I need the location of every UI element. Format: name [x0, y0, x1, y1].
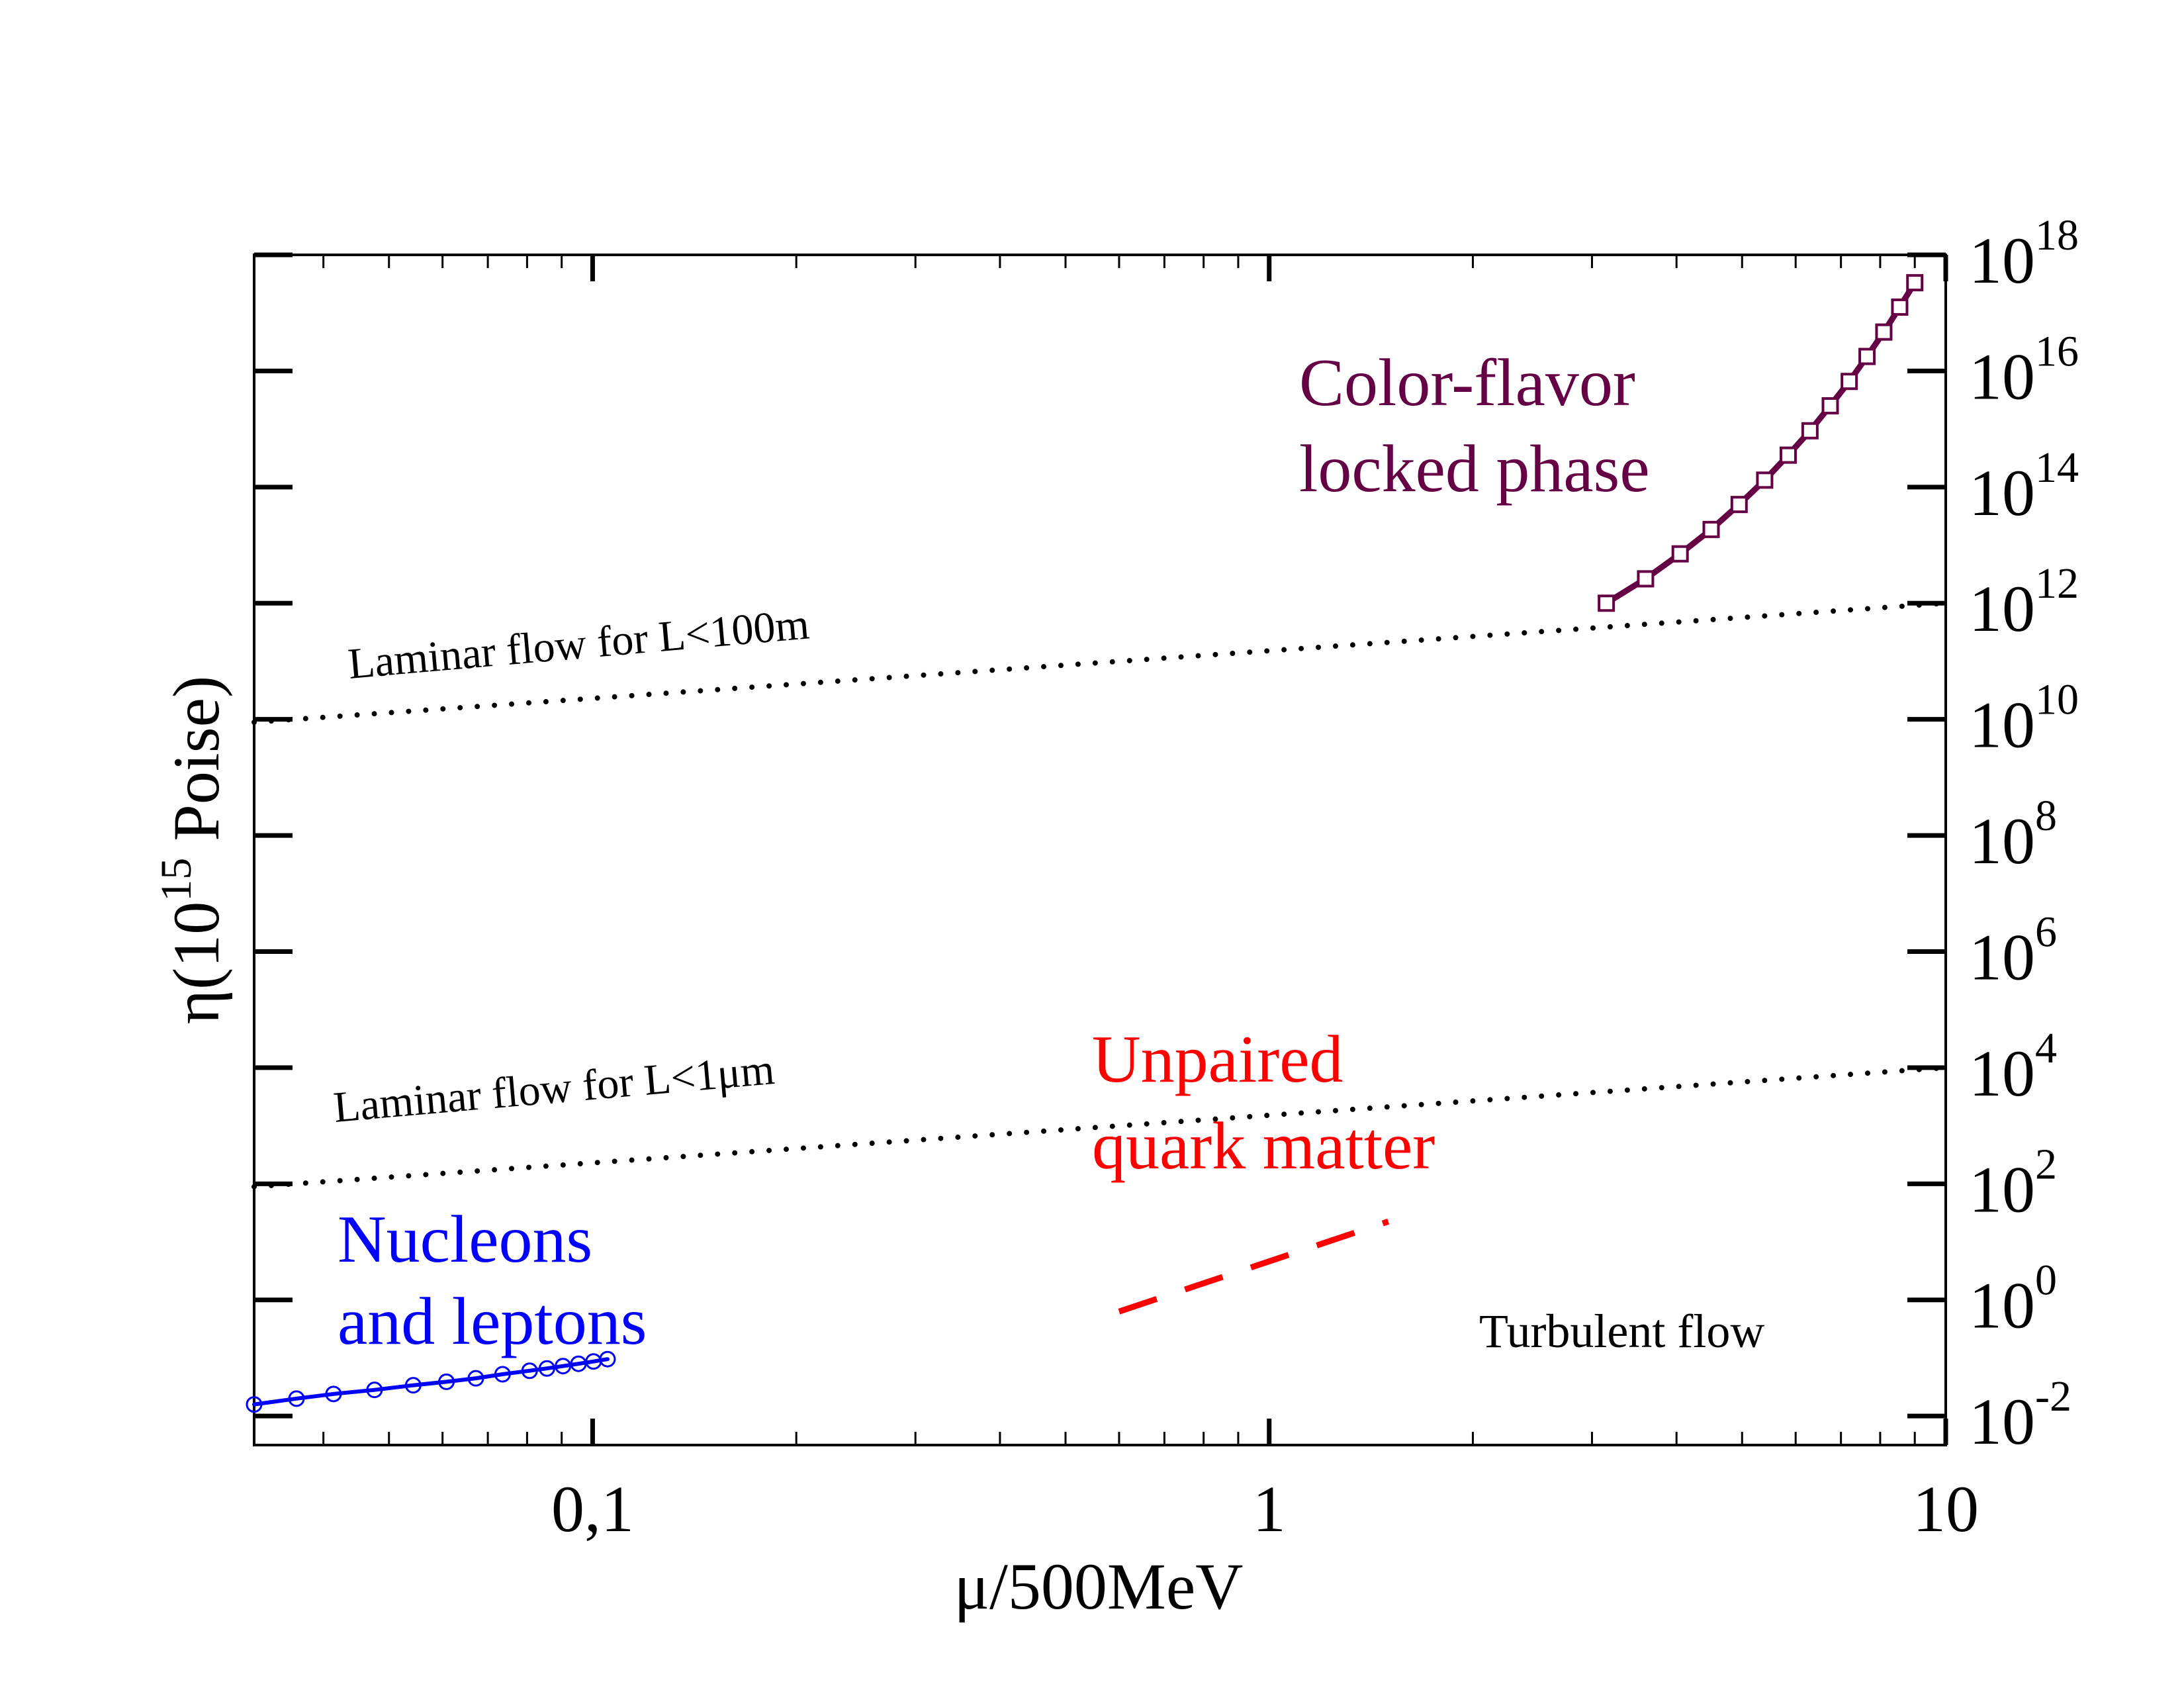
marker-color-flavor-locked-phase-4: [1730, 496, 1748, 514]
marker-nucleons-and-leptons-7: [494, 1366, 511, 1383]
x-tick-label-2: 10: [1913, 1472, 1979, 1546]
y-tick-label-0: 10-2: [1969, 1372, 2071, 1458]
y-tick-label-10: 1018: [1969, 211, 2079, 297]
y-tick-label-base-4: 10: [1969, 920, 2035, 994]
series-line-laminar-flow-for-l-100m: [251, 600, 1948, 725]
annotation-turbulent: Turbulent flow: [1479, 1305, 1764, 1358]
annotation-cfl-line1: Color-flavor: [1299, 346, 1635, 420]
y-tick-label-base-5: 10: [1969, 804, 2035, 878]
marker-color-flavor-locked-phase-7: [1801, 422, 1819, 440]
marker-color-flavor-locked-phase-8: [1821, 397, 1839, 415]
y-tick-label-9: 1016: [1969, 327, 2079, 413]
y-tick-label-3: 104: [1969, 1024, 2057, 1110]
x-tick-label-0: 0,1: [551, 1472, 634, 1546]
series-line-unpaired-quark-matter: [1118, 1219, 1390, 1315]
annotation-unpaired-line1: Unpaired: [1092, 1022, 1343, 1097]
y-tick-label-8: 1014: [1969, 444, 2079, 530]
marker-color-flavor-locked-phase-12: [1891, 298, 1909, 316]
marker-nucleons-and-leptons-9: [538, 1360, 555, 1377]
y-tick-label-exponent-9: 16: [2035, 327, 2079, 375]
x-tick-label-1: 1: [1253, 1472, 1286, 1546]
y-tick-label-exponent-7: 12: [2035, 559, 2079, 608]
y-tick-label-4: 106: [1969, 908, 2057, 994]
y-tick-label-exponent-10: 18: [2035, 211, 2079, 259]
ticks: 0,1 1 1010-2100102104106108101010121014101…: [254, 211, 2079, 1546]
y-tick-label-base-0: 10: [1969, 1385, 2035, 1458]
y-tick-label-base-7: 10: [1969, 572, 2035, 645]
y-tick-label-base-6: 10: [1969, 688, 2035, 762]
marker-color-flavor-locked-phase-6: [1779, 446, 1797, 464]
y-tick-label-base-10: 10: [1969, 224, 2035, 297]
marker-color-flavor-locked-phase-0: [1598, 594, 1615, 612]
marker-nucleons-and-leptons-0: [246, 1396, 263, 1413]
y-tick-label-exponent-3: 4: [2035, 1024, 2057, 1072]
marker-color-flavor-locked-phase-13: [1906, 274, 1924, 292]
marker-color-flavor-locked-phase-5: [1756, 471, 1774, 489]
y-tick-label-exponent-2: 2: [2035, 1140, 2057, 1188]
y-axis-label: η(1015 Poise): [152, 676, 233, 1025]
marker-color-flavor-locked-phase-10: [1858, 348, 1876, 365]
marker-nucleons-and-leptons-6: [467, 1370, 484, 1387]
y-axis-label-exponent: 15: [152, 858, 201, 902]
x-axis-label: μ/500MeV: [954, 1550, 1244, 1623]
marker-color-flavor-locked-phase-2: [1671, 545, 1689, 563]
marker-color-flavor-locked-phase-3: [1702, 520, 1720, 538]
y-axis-label-prefix: η(10: [159, 902, 233, 1025]
y-tick-label-exponent-0: -2: [2035, 1372, 2071, 1421]
series-layer: [246, 274, 1948, 1413]
marker-nucleons-and-leptons-10: [555, 1358, 572, 1375]
y-tick-label-base-3: 10: [1969, 1037, 2035, 1110]
y-tick-label-7: 1012: [1969, 559, 2079, 645]
plot-frame: [253, 254, 1947, 1446]
y-tick-label-base-9: 10: [1969, 340, 2035, 413]
y-axis-label-suffix: Poise): [159, 676, 233, 858]
y-tick-label-exponent-5: 8: [2035, 792, 2057, 840]
y-tick-label-exponent-1: 0: [2035, 1256, 2057, 1305]
marker-nucleons-and-leptons-4: [404, 1377, 422, 1394]
marker-nucleons-and-leptons-5: [438, 1373, 455, 1390]
y-tick-label-1: 100: [1969, 1256, 2057, 1342]
y-tick-label-exponent-8: 14: [2035, 444, 2079, 492]
y-tick-label-2: 102: [1969, 1140, 2057, 1226]
marker-nucleons-and-leptons-3: [366, 1382, 383, 1399]
annotation-nucleons-line2: and leptons: [338, 1284, 647, 1359]
y-tick-label-base-2: 10: [1969, 1152, 2035, 1226]
y-tick-label-exponent-6: 10: [2035, 676, 2079, 724]
series-line-laminar-flow-for-l-1-m: [251, 1064, 1948, 1190]
annotation-cfl-line2: locked phase: [1299, 432, 1650, 506]
y-tick-label-base-8: 10: [1969, 456, 2035, 530]
y-tick-label-5: 108: [1969, 792, 2057, 878]
marker-nucleons-and-leptons-2: [325, 1385, 342, 1403]
marker-nucleons-and-leptons-1: [288, 1390, 305, 1407]
marker-color-flavor-locked-phase-1: [1637, 570, 1655, 588]
marker-nucleons-and-leptons-8: [521, 1362, 538, 1380]
y-tick-label-exponent-4: 6: [2035, 908, 2057, 956]
y-tick-label-6: 1010: [1969, 676, 2079, 762]
marker-color-flavor-locked-phase-9: [1841, 373, 1858, 391]
marker-color-flavor-locked-phase-11: [1875, 323, 1893, 341]
annotation-nucleons-line1: Nucleons: [338, 1202, 592, 1277]
annotation-unpaired-line2: quark matter: [1092, 1109, 1435, 1184]
marker-nucleons-and-leptons-13: [599, 1350, 616, 1368]
y-tick-label-base-1: 10: [1969, 1269, 2035, 1342]
